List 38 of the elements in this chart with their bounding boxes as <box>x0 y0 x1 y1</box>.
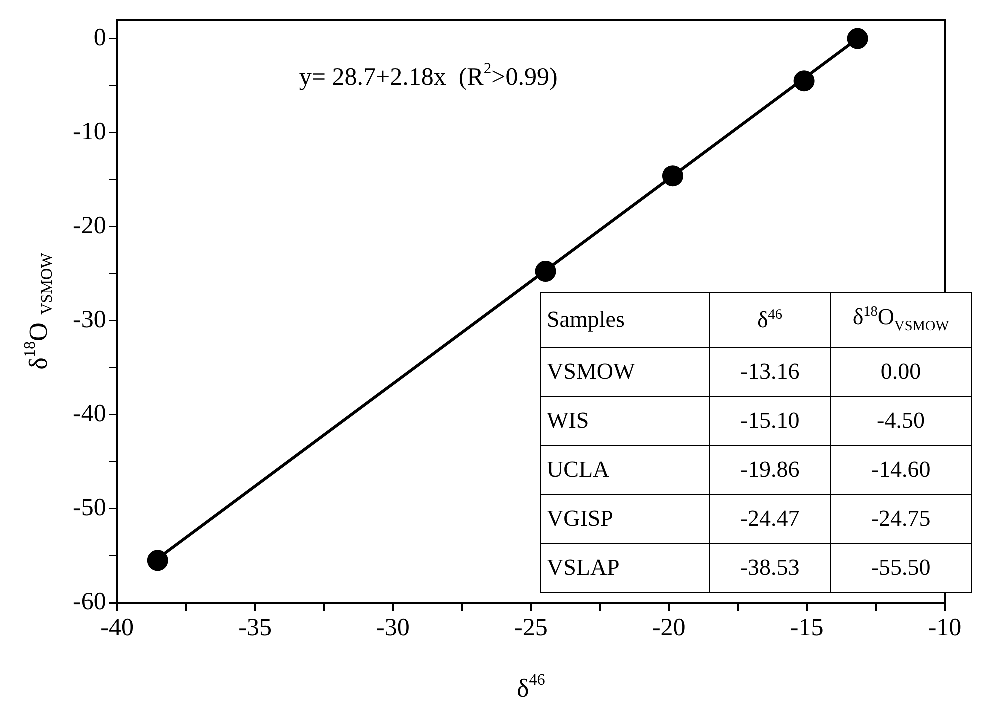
y-tick-label: -10 <box>72 118 106 146</box>
annotation: δ$^{18}$O$_{VSMOW}$ <box>830 292 972 348</box>
annotation: WIS <box>540 396 710 446</box>
annotation: -38.53 <box>710 544 830 592</box>
point <box>662 166 684 187</box>
x-tick-label: -15 <box>790 614 824 642</box>
annotation: -4.50 <box>830 396 972 446</box>
annotation: -15.10 <box>710 396 830 446</box>
annotation: -13.16 <box>710 348 830 396</box>
point <box>847 28 868 50</box>
annotation: VSMOW <box>540 348 710 396</box>
y-tick-label: -60 <box>72 588 106 616</box>
x-tick-label: -10 <box>928 614 962 642</box>
annotation: VSLAP <box>540 544 710 592</box>
annotation: VGISP <box>540 494 710 544</box>
annotation: -14.60 <box>830 446 972 494</box>
x-tick-label: -25 <box>514 614 548 642</box>
point <box>794 70 815 92</box>
x-tick-label: -20 <box>652 614 686 642</box>
x-tick-label: -30 <box>376 614 410 642</box>
annotation: UCLA <box>540 446 710 494</box>
y-tick-label: -40 <box>72 400 106 428</box>
annotation: -55.50 <box>830 544 972 592</box>
y-tick-label: -50 <box>72 494 106 522</box>
y-tick-label: -30 <box>72 306 106 334</box>
annotation: δ$^{46}$ <box>710 292 830 348</box>
annotation: 0.00 <box>830 348 972 396</box>
annotation: -24.47 <box>710 494 830 544</box>
annotation: Samples <box>540 292 710 348</box>
annotation: -19.86 <box>710 446 830 494</box>
x-tick-label: -35 <box>238 614 272 642</box>
point <box>147 550 168 572</box>
x-tick-label: -40 <box>100 614 134 642</box>
point <box>535 261 556 282</box>
y-tick-label: -20 <box>72 212 106 240</box>
y-tick-label: 0 <box>94 24 106 52</box>
annotation: -24.75 <box>830 494 972 544</box>
y-axis-title: δ18OVSMOW <box>22 252 56 370</box>
